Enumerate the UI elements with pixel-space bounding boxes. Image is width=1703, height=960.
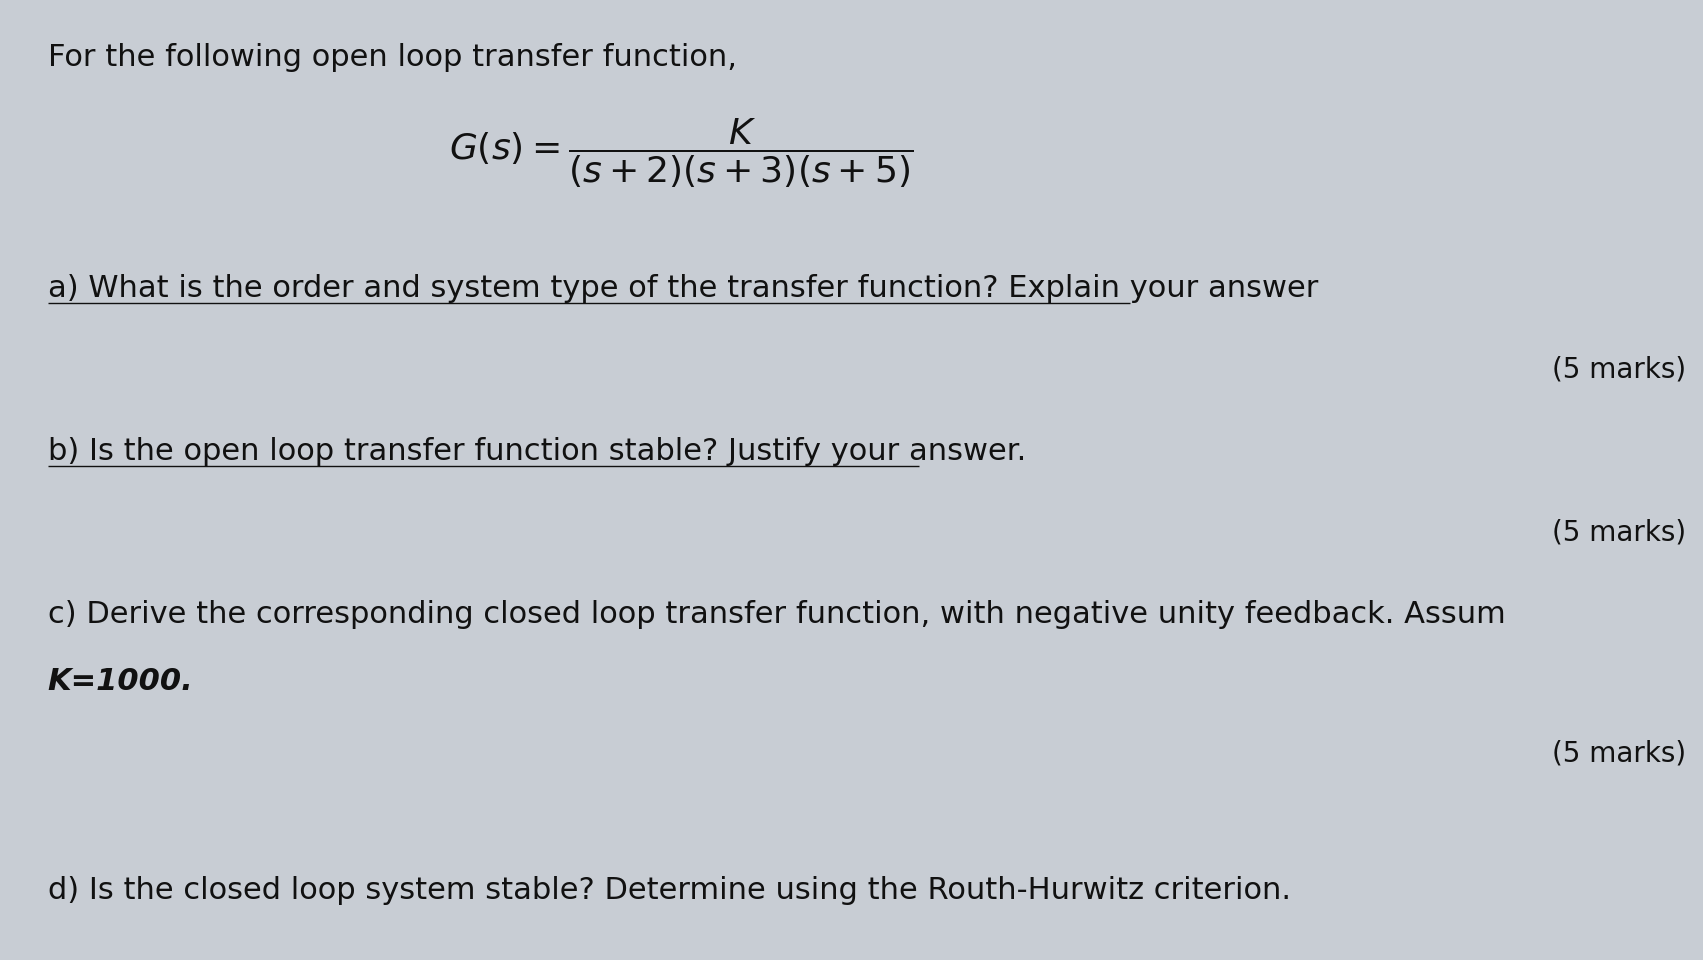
Text: For the following open loop transfer function,: For the following open loop transfer fun…: [48, 43, 737, 72]
Text: (5 marks): (5 marks): [1551, 739, 1686, 767]
Text: d) Is the closed loop system stable? Determine using the Routh-Hurwitz criterion: d) Is the closed loop system stable? Det…: [48, 876, 1291, 904]
Text: (5 marks): (5 marks): [1551, 518, 1686, 546]
Text: c) Derive the corresponding closed loop transfer function, with negative unity f: c) Derive the corresponding closed loop …: [48, 600, 1505, 629]
Text: b) Is the open loop transfer function stable? Justify your answer.: b) Is the open loop transfer function st…: [48, 437, 1025, 466]
Text: K=1000.: K=1000.: [48, 667, 194, 696]
Text: $G(s) = \dfrac{K}{(s+2)(s+3)(s+5)}$: $G(s) = \dfrac{K}{(s+2)(s+3)(s+5)}$: [450, 117, 913, 190]
Text: a) What is the order and system type of the transfer function? Explain your answ: a) What is the order and system type of …: [48, 274, 1318, 302]
Text: (5 marks): (5 marks): [1551, 355, 1686, 383]
